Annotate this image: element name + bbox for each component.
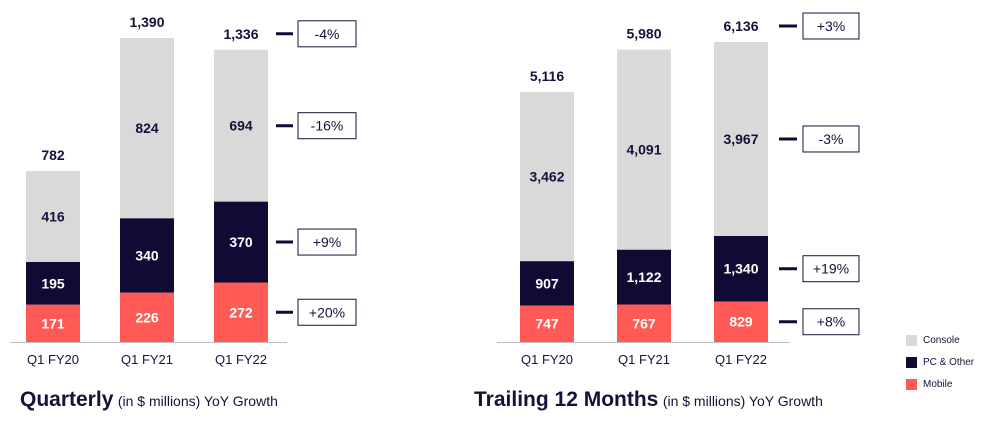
data-label-mobile: 171: [41, 315, 65, 331]
growth-box-pc-other: [802, 255, 860, 283]
bar-segment-mobile: [214, 282, 268, 342]
data-label-console: 824: [135, 120, 159, 136]
legend-swatch-console: [906, 335, 917, 346]
total-label: 6,136: [723, 18, 758, 34]
data-label-console: 416: [41, 208, 65, 224]
data-label-pc-other: 195: [41, 275, 65, 291]
legend-item-pc-other: PC & Other: [906, 357, 974, 368]
data-label-pc-other: 340: [135, 247, 159, 263]
bar-segment-pc-other: [520, 261, 574, 306]
total-label: 5,980: [626, 26, 661, 42]
bar-segment-console: [26, 170, 80, 262]
growth-label-console: -3%: [819, 131, 844, 147]
total-label: 5,116: [530, 68, 564, 84]
bar-segment-mobile: [120, 292, 174, 342]
data-label-mobile: 226: [135, 309, 159, 325]
legend-label-mobile: Mobile: [923, 379, 953, 390]
ttm-subtitle: (in $ millions) YoY Growth: [662, 393, 823, 409]
x-tick-label: Q1 FY22: [215, 352, 267, 367]
x-tick-label: Q1 FY21: [618, 352, 670, 367]
growth-box-mobile: [297, 298, 357, 326]
legend: Console PC & Other Mobile: [906, 335, 974, 401]
growth-box-total: [297, 20, 357, 48]
growth-box-total: [802, 12, 860, 40]
chart-1: 747 907 3,462 5,116 Q1 FY20 767 1,122 4,091 5,98…: [497, 12, 860, 367]
data-label-console: 694: [229, 118, 253, 134]
data-label-console: 3,462: [529, 169, 564, 185]
x-tick-label: Q1 FY20: [27, 352, 79, 367]
total-label: 1,336: [223, 26, 258, 42]
data-label-mobile: 272: [229, 304, 253, 320]
legend-label-console: Console: [923, 335, 960, 346]
legend-item-console: Console: [906, 335, 974, 346]
total-label: 1,390: [129, 14, 164, 30]
legend-swatch-pc-other: [906, 357, 917, 368]
growth-label-pc-other: +19%: [813, 261, 849, 277]
legend-item-mobile: Mobile: [906, 379, 974, 390]
x-tick-label: Q1 FY21: [121, 352, 173, 367]
bar-segment-pc-other: [617, 249, 671, 305]
data-label-mobile: 747: [535, 316, 559, 332]
growth-box-pc-other: [297, 228, 357, 256]
bar-segment-console: [617, 49, 671, 250]
quarterly-title: Quarterly: [20, 388, 114, 411]
bar-segment-mobile: [26, 304, 80, 342]
bar-segment-pc-other: [714, 235, 768, 302]
growth-box-console: [802, 125, 860, 153]
growth-label-console: -16%: [311, 118, 344, 134]
growth-box-console: [297, 112, 357, 140]
data-label-pc-other: 370: [229, 234, 253, 250]
x-tick-label: Q1 FY20: [521, 352, 573, 367]
bar-segment-console: [520, 91, 574, 262]
growth-label-total: -4%: [315, 26, 340, 42]
bar-segment-pc-other: [214, 201, 268, 283]
growth-label-total: +3%: [817, 18, 845, 34]
growth-label-pc-other: +9%: [313, 234, 341, 250]
growth-box-mobile: [802, 308, 860, 336]
quarterly-subtitle: (in $ millions) YoY Growth: [117, 393, 278, 409]
bar-segment-console: [120, 38, 174, 219]
ttm-caption: Trailing 12 Months (in $ millions) YoY G…: [474, 388, 823, 412]
bar-segment-mobile: [617, 304, 671, 342]
bar-segment-console: [214, 49, 268, 202]
bar-segment-pc-other: [120, 218, 174, 293]
chart-0: 171 195 416 782 Q1 FY20 226 340 824 1,390 Q1 FY21…: [10, 14, 357, 367]
data-label-console: 3,967: [723, 131, 758, 147]
data-label-console: 4,091: [626, 142, 661, 158]
data-label-pc-other: 907: [535, 275, 559, 291]
growth-label-mobile: +8%: [817, 314, 845, 330]
data-label-pc-other: 1,340: [723, 261, 758, 277]
ttm-title: Trailing 12 Months: [474, 388, 659, 411]
legend-swatch-mobile: [906, 379, 917, 390]
bar-segment-console: [714, 42, 768, 236]
total-label: 782: [41, 147, 65, 163]
data-label-mobile: 829: [729, 314, 753, 330]
data-label-pc-other: 1,122: [626, 269, 661, 285]
bar-segment-mobile: [714, 301, 768, 342]
legend-label-pc-other: PC & Other: [923, 357, 975, 368]
data-label-mobile: 767: [632, 315, 656, 331]
bar-segment-mobile: [520, 305, 574, 342]
x-tick-label: Q1 FY22: [715, 352, 767, 367]
quarterly-caption: Quarterly (in $ millions) YoY Growth: [20, 388, 278, 412]
growth-label-mobile: +20%: [309, 304, 345, 320]
bar-segment-pc-other: [26, 261, 80, 305]
